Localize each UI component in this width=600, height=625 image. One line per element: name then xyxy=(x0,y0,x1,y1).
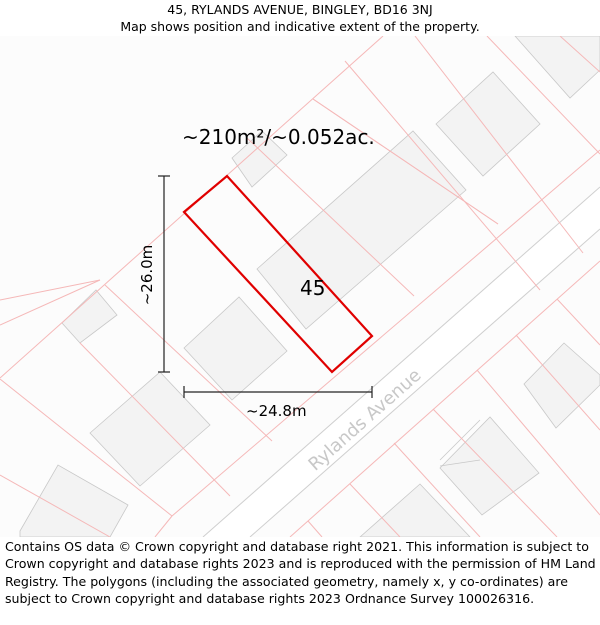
width-dimension-line xyxy=(183,386,373,398)
property-boundary xyxy=(182,174,374,374)
height-measurement-label: ~26.0m xyxy=(138,244,156,306)
parcel-boundaries xyxy=(0,36,600,537)
area-label: ~210m²/~0.052ac. xyxy=(182,125,375,149)
map-canvas xyxy=(0,36,600,537)
map-subtitle: Map shows position and indicative extent… xyxy=(120,19,480,34)
property-map[interactable]: ~210m²/~0.052ac. 45 ~24.8m ~26.0m Ryland… xyxy=(0,36,600,537)
property-address-title: 45, RYLANDS AVENUE, BINGLEY, BD16 3NJ xyxy=(167,2,433,17)
road-edge-upper xyxy=(202,186,600,537)
plot-number-label: 45 xyxy=(300,276,326,300)
height-dimension-line xyxy=(158,175,170,373)
road-edge-lower xyxy=(249,228,600,537)
page-header: 45, RYLANDS AVENUE, BINGLEY, BD16 3NJ Ma… xyxy=(0,0,600,37)
width-measurement-label: ~24.8m xyxy=(246,402,307,420)
copyright-attribution: Contains OS data © Crown copyright and d… xyxy=(5,539,596,606)
